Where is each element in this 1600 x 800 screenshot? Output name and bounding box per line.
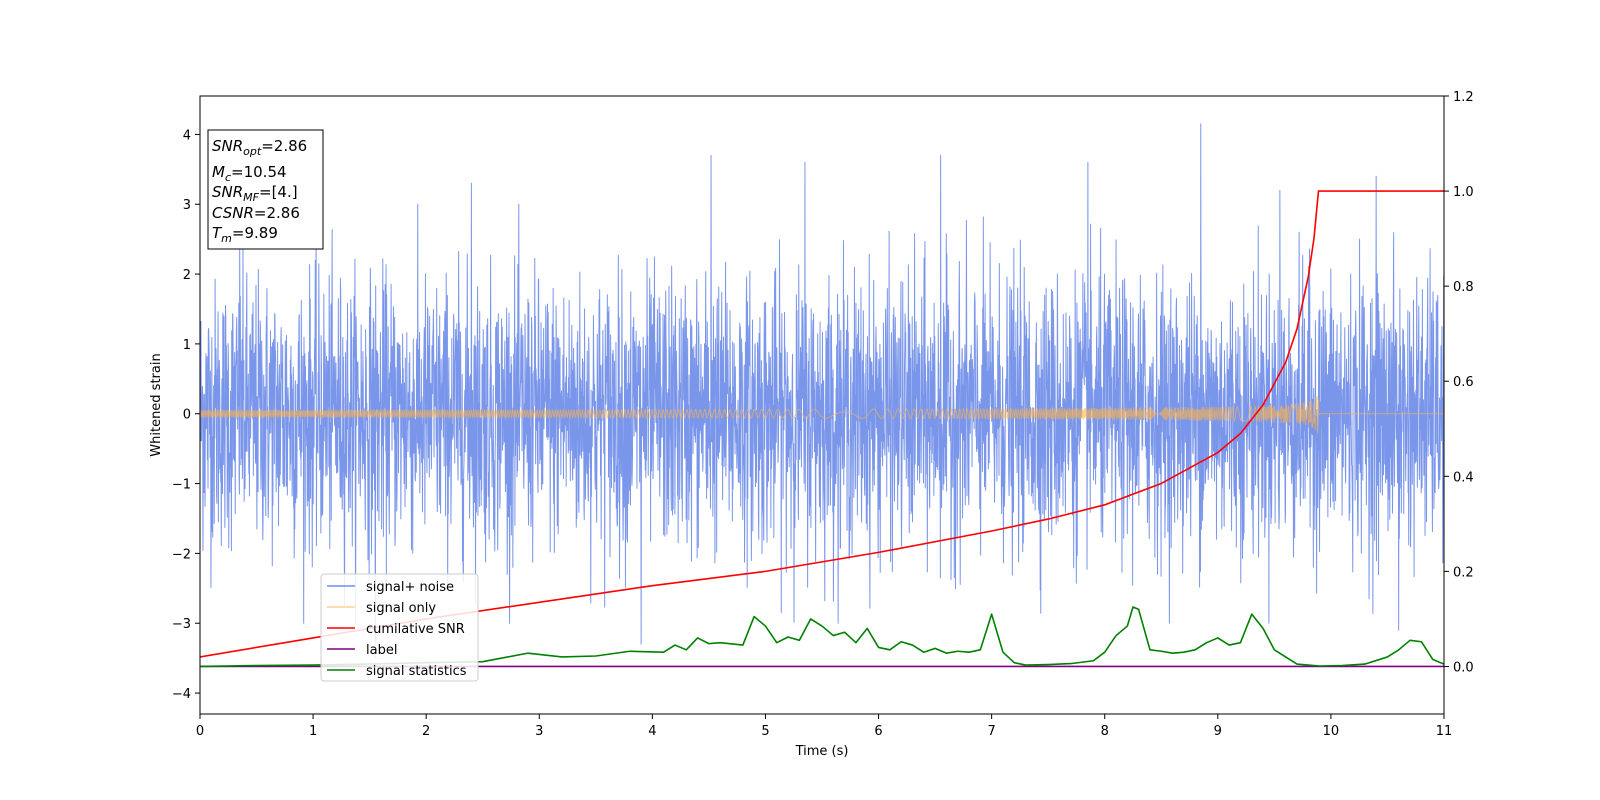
y-tick-label: 0: [183, 408, 191, 423]
y2-tick-label: 1.2: [1453, 90, 1474, 105]
y-axis-label: Whitened strain: [149, 353, 164, 456]
x-axis: 0 1 2 3 4 5 6 7 8 9 10 11: [196, 714, 1452, 739]
y2-tick-label: 0.0: [1453, 660, 1474, 675]
info-line: Mc=10.54: [212, 163, 287, 184]
legend-label: signal statistics: [366, 664, 467, 679]
info-line: Tm=9.89: [212, 224, 278, 245]
legend-label: signal+ noise: [366, 580, 454, 595]
info-line: CSNR=2.86: [212, 204, 300, 222]
y-axis-right: 0.0 0.2 0.4 0.6 0.8 1.0 1.2: [1444, 90, 1474, 675]
x-tick-label: 5: [761, 724, 769, 739]
y2-tick-label: 0.6: [1453, 375, 1474, 390]
x-tick-label: 2: [422, 724, 430, 739]
legend-label: signal only: [366, 601, 436, 616]
y-tick-label: 1: [183, 338, 191, 353]
cumulative-snr-line: [200, 190, 1444, 658]
y2-tick-label: 1.0: [1453, 185, 1474, 200]
legend-frame: [320, 573, 479, 682]
axes-frame: [199, 95, 1445, 715]
x-tick-label: 0: [196, 724, 204, 739]
legend-label: cumilative SNR: [366, 622, 465, 637]
x-tick-label: 10: [1323, 724, 1340, 739]
y-tick-label: −1: [172, 478, 191, 493]
legend: signal+ noise signal only cumilative SNR la…: [320, 573, 479, 682]
y-tick-label: −2: [172, 547, 191, 562]
y-tick-label: 4: [183, 128, 191, 143]
x-tick-label: 1: [309, 724, 317, 739]
x-tick-label: 4: [648, 724, 656, 739]
x-tick-label: 11: [1436, 724, 1453, 739]
signal-only-line: [200, 395, 1444, 434]
x-tick-label: 7: [987, 724, 995, 739]
y2-tick-label: 0.2: [1453, 565, 1474, 580]
info-line: SNRMF=[4.]: [212, 183, 298, 204]
y-tick-label: −4: [172, 687, 191, 702]
signal-noise-line: [200, 123, 1444, 659]
x-tick-label: 9: [1214, 724, 1222, 739]
x-tick-label: 8: [1101, 724, 1109, 739]
x-tick-label: 6: [874, 724, 882, 739]
x-axis-label: Time (s): [795, 744, 849, 759]
legend-label: label: [366, 643, 397, 658]
y-tick-label: −3: [172, 617, 191, 632]
signal-statistics-line: [200, 606, 1444, 668]
x-tick-label: 3: [535, 724, 543, 739]
y-tick-label: 3: [183, 198, 191, 213]
info-line: SNRopt=2.86: [212, 137, 307, 158]
y-axis-left: −4 −3 −2 −1 0 1 2 3 4: [172, 128, 200, 702]
y2-tick-label: 0.4: [1453, 470, 1474, 485]
info-box-frame: [207, 129, 324, 250]
y2-tick-label: 0.8: [1453, 280, 1474, 295]
y-tick-label: 2: [183, 268, 191, 283]
